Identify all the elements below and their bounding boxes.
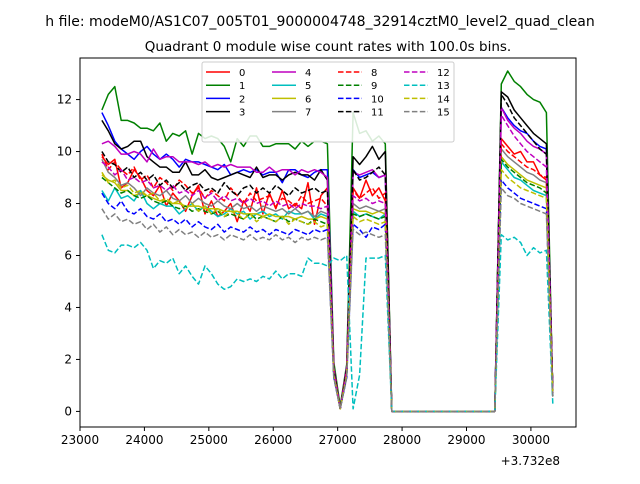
series-line-13 (101, 233, 554, 413)
legend-label-8: 8 (371, 68, 377, 79)
y-tick-label: 6 (64, 248, 72, 262)
legend-label-1: 1 (239, 81, 245, 92)
file-header-text: h file: modeM0/AS1C07_005T01_9000004748_… (45, 14, 594, 30)
x-tick-label: 24000 (125, 433, 163, 447)
legend-label-4: 4 (305, 68, 311, 79)
x-tick-label: 30000 (512, 433, 550, 447)
legend-label-15: 15 (437, 108, 450, 119)
x-tick-label: 28000 (383, 433, 421, 447)
legend-label-9: 9 (371, 81, 377, 92)
legend-label-3: 3 (239, 108, 245, 119)
legend-label-11: 11 (371, 108, 384, 119)
y-axis: 0 2 4 6 8 10 12 (57, 93, 80, 418)
legend-label-0: 0 (239, 68, 245, 79)
series-layer (101, 70, 554, 413)
y-tick-label: 12 (57, 93, 72, 107)
y-tick-label: 2 (64, 352, 72, 366)
x-tick-label: 25000 (190, 433, 228, 447)
x-tick-label: 26000 (254, 433, 292, 447)
legend-label-2: 2 (239, 94, 245, 105)
legend-label-6: 6 (305, 94, 311, 105)
chart-title: Quadrant 0 module wise count rates with … (145, 39, 511, 55)
plot-area-frame (79, 57, 577, 428)
legend-label-7: 7 (305, 108, 311, 119)
legend-label-10: 10 (371, 94, 384, 105)
y-tick-label: 8 (64, 197, 72, 211)
legend-label-5: 5 (305, 81, 311, 92)
x-tick-label: 29000 (447, 433, 485, 447)
legend-label-12: 12 (437, 68, 450, 79)
x-tick-label: 23000 (61, 433, 99, 447)
x-axis: 23000 24000 25000 26000 27000 28000 29000 30000 (61, 427, 550, 447)
series-line-15 (101, 187, 554, 413)
y-tick-label: 0 (64, 404, 72, 418)
x-tick-label: 27000 (319, 433, 357, 447)
legend-label-13: 13 (437, 81, 450, 92)
x-axis-offset-label: +3.732e8 (501, 454, 560, 468)
y-tick-label: 4 (64, 300, 72, 314)
legend-label-14: 14 (437, 94, 450, 105)
legend-frame (201, 61, 455, 143)
y-tick-label: 10 (57, 145, 72, 159)
